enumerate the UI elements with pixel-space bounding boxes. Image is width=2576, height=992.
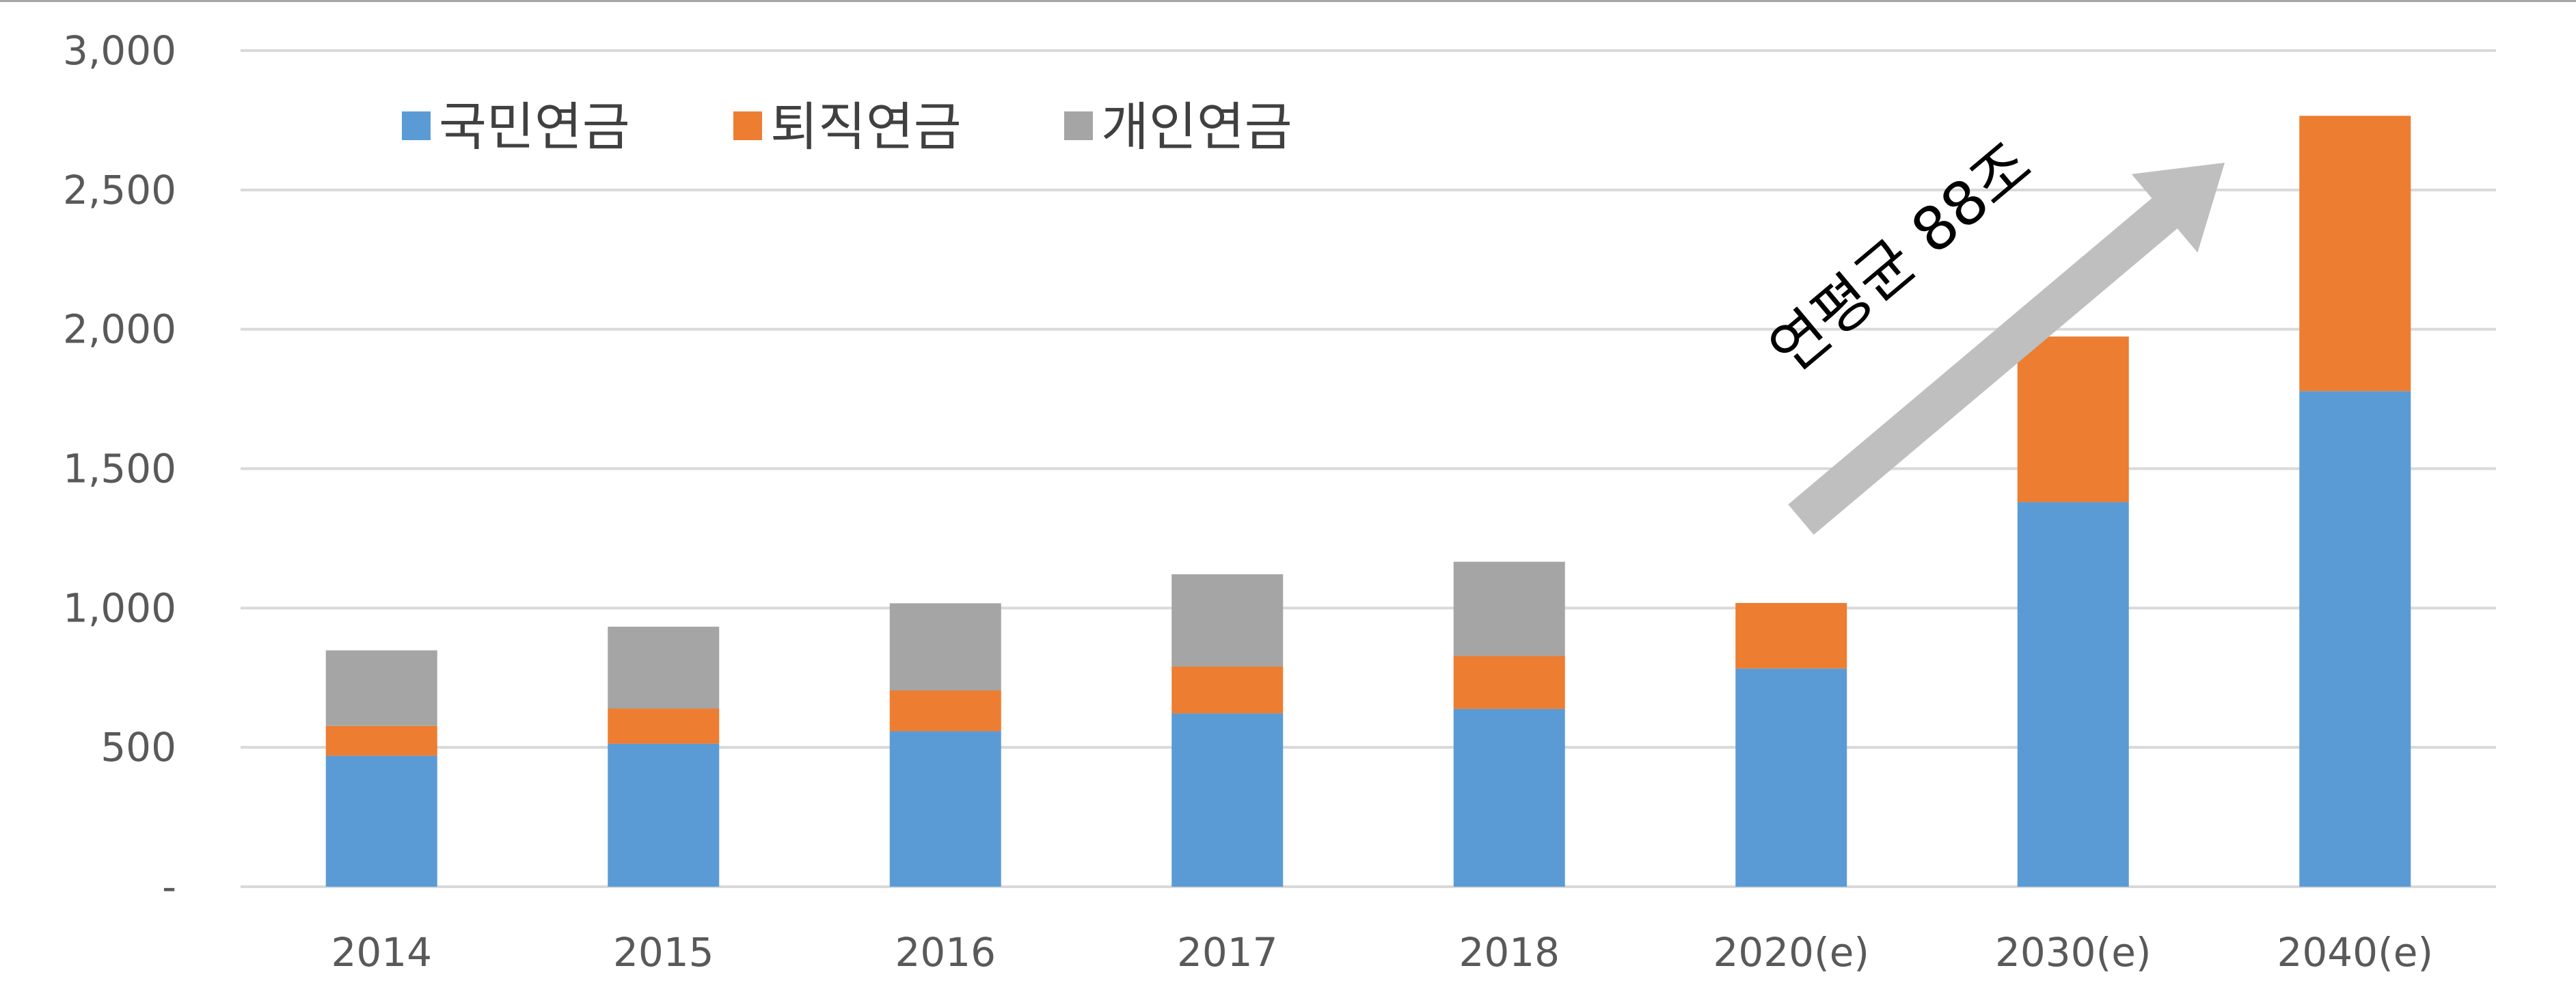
bar-segment-1 — [1453, 708, 1565, 887]
x-tick-label: 2015 — [613, 929, 714, 976]
bar-segment-1 — [2299, 391, 2411, 887]
bar-segment-3 — [1171, 574, 1284, 667]
bar-segment-2 — [2017, 336, 2129, 502]
y-tick-label: 2,000 — [63, 306, 176, 353]
bar-segment-2 — [2299, 116, 2411, 392]
legend-swatch — [733, 111, 762, 140]
y-tick-label: 1,500 — [63, 446, 176, 492]
legend-swatch — [1064, 111, 1093, 140]
bar-segment-1 — [608, 743, 720, 887]
y-axis-ticks: - 500 1,000 1,500 2,000 2,500 3,000 — [63, 27, 176, 910]
legend-label: 퇴직연금 — [770, 96, 962, 157]
y-tick-label: 1,000 — [63, 585, 176, 631]
bar-segment-2 — [889, 691, 1001, 732]
x-tick-label: 2016 — [895, 929, 996, 976]
x-tick-label: 2020(e) — [1713, 929, 1869, 976]
x-tick-label: 2018 — [1459, 929, 1560, 976]
y-tick-label: 500 — [100, 724, 176, 770]
legend-label: 국민연금 — [439, 96, 630, 157]
bars — [325, 116, 2411, 887]
y-tick-label: 3,000 — [63, 27, 176, 74]
y-tick-label: 2,500 — [63, 167, 176, 213]
x-axis-ticks: 2014 2015 2016 2017 2018 2020(e) 2030(e) 2040(e… — [331, 929, 2433, 976]
bar-segment-1 — [2017, 502, 2129, 887]
legend-swatch — [402, 111, 431, 140]
x-tick-label: 2017 — [1177, 929, 1278, 976]
bar-segment-2 — [325, 725, 437, 756]
growth-arrow-shape — [1788, 162, 2225, 535]
bar-segment-2 — [1171, 666, 1284, 714]
bar-segment-1 — [1171, 713, 1284, 887]
bar-segment-1 — [1735, 668, 1847, 887]
bar-segment-3 — [608, 626, 720, 709]
x-tick-label: 2040(e) — [2277, 929, 2433, 976]
bar-segment-2 — [608, 708, 720, 744]
bar-segment-1 — [325, 755, 437, 887]
bar-segment-1 — [889, 731, 1001, 887]
x-tick-label: 2030(e) — [1995, 929, 2152, 976]
growth-arrow — [1788, 162, 2225, 535]
x-tick-label: 2014 — [331, 929, 432, 976]
legend-label: 개인연금 — [1101, 96, 1292, 157]
bar-segment-3 — [889, 603, 1001, 691]
bar-segment-2 — [1735, 602, 1847, 669]
y-tick-label: - — [162, 863, 176, 910]
bar-segment-3 — [1453, 561, 1565, 656]
top-border — [0, 0, 2576, 2]
bar-segment-3 — [325, 650, 437, 726]
legend: 국민연금 퇴직연금 개인연금 — [402, 96, 1292, 157]
bar-segment-2 — [1453, 656, 1565, 709]
